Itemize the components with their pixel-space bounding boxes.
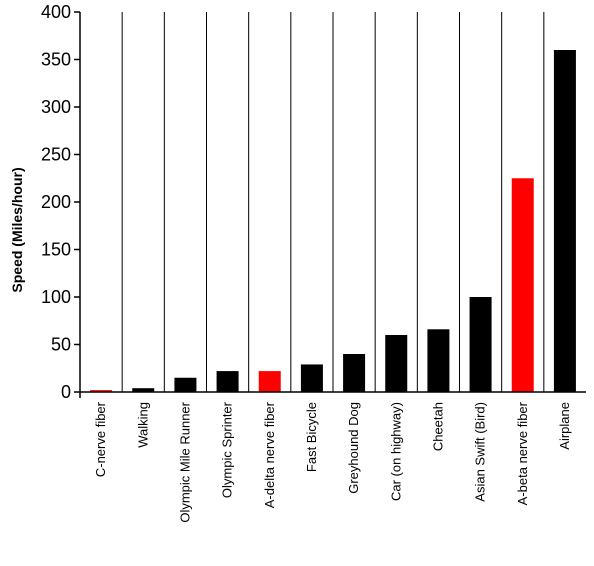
x-axis-labels: C-nerve fiber Walking Olympic Mile Runner O… xyxy=(93,401,572,522)
y-axis-ticks: 0 50 100 150 200 250 300 350 400 xyxy=(41,2,80,402)
x-tick-label: Olympic Mile Runner xyxy=(177,401,192,522)
y-tick-label: 350 xyxy=(41,50,71,70)
x-tick-label: Fast Bicycle xyxy=(304,402,319,472)
y-tick-label: 150 xyxy=(41,240,71,260)
x-tick-label: A-beta nerve fiber xyxy=(515,401,530,505)
bar xyxy=(343,354,366,392)
y-axis-title: Speed (Miles/hour) xyxy=(9,167,25,292)
y-tick-label: 250 xyxy=(41,145,71,165)
y-tick-label: 200 xyxy=(41,192,71,212)
category-separators xyxy=(121,12,545,392)
bar xyxy=(511,178,534,392)
bar xyxy=(216,371,239,392)
y-tick-label: 50 xyxy=(51,335,71,355)
bar xyxy=(385,335,408,392)
bar xyxy=(469,297,492,392)
axes xyxy=(79,12,586,398)
bar xyxy=(174,377,197,392)
bar xyxy=(300,364,323,392)
y-tick-label: 0 xyxy=(61,382,71,402)
x-tick-label: Asian Swift (Bird) xyxy=(473,402,488,502)
y-tick-label: 400 xyxy=(41,2,71,22)
bars xyxy=(90,50,576,392)
bar xyxy=(427,329,450,392)
bar xyxy=(258,371,281,392)
bar xyxy=(90,390,113,392)
x-tick-label: Greyhound Dog xyxy=(346,402,361,494)
x-tick-label: Olympic Sprinter xyxy=(220,401,235,498)
bar xyxy=(553,50,576,392)
bar xyxy=(132,388,155,392)
x-tick-label: Cheetah xyxy=(430,402,445,451)
x-tick-label: Airplane xyxy=(557,402,572,450)
x-tick-label: A-delta nerve fiber xyxy=(262,401,277,508)
y-tick-label: 300 xyxy=(41,97,71,117)
x-tick-label: Car (on highway) xyxy=(388,402,403,501)
x-tick-label: Walking xyxy=(135,402,150,448)
y-tick-label: 100 xyxy=(41,287,71,307)
x-tick-label: C-nerve fiber xyxy=(93,401,108,477)
